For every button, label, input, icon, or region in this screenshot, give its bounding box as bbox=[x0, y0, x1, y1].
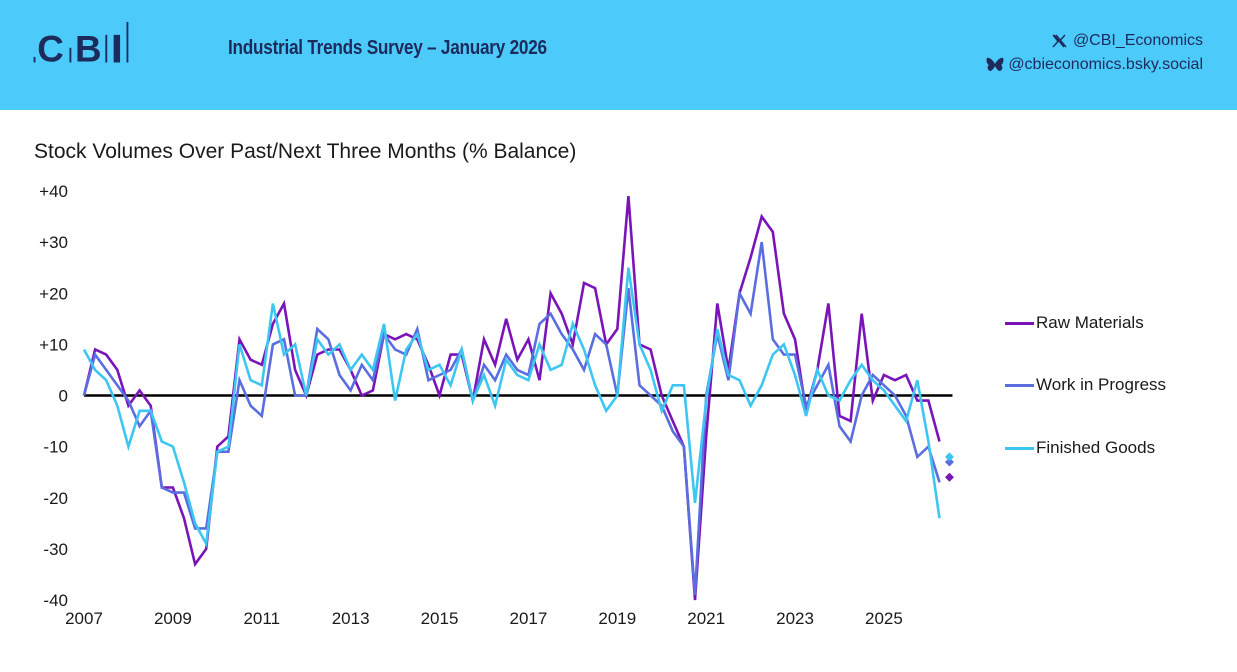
y-tick-label: -30 bbox=[43, 540, 68, 559]
forecast-point-work-in-progress bbox=[944, 457, 954, 467]
series-line-finished-goods bbox=[82, 267, 941, 549]
social-handles: @CBI_Economics @cbieconomics.bsky.social bbox=[986, 29, 1203, 77]
x-handle: @CBI_Economics bbox=[1072, 32, 1203, 49]
legend-swatch-raw-materials bbox=[1005, 321, 1034, 325]
x-axis-ticks: 2007 2009 2011 2013 2015 2017 2019 2021 2023 2025 bbox=[65, 609, 903, 628]
y-tick-label: -10 bbox=[43, 438, 68, 457]
logo-letter-b: B bbox=[75, 29, 102, 68]
series-line-work-in-progress bbox=[82, 241, 941, 595]
x-tick-label: 2017 bbox=[509, 609, 547, 628]
x-tick-label: 2013 bbox=[332, 609, 370, 628]
x-tick-label: 2015 bbox=[421, 609, 459, 628]
x-tick-label: 2021 bbox=[687, 609, 725, 628]
forecast-points bbox=[944, 452, 954, 482]
legend-item-finished-goods: Finished Goods bbox=[1005, 438, 1155, 458]
y-axis-ticks: +40 +30 +20 +10 0 -10 -20 -30 -40 bbox=[39, 182, 68, 610]
x-icon bbox=[1051, 33, 1067, 49]
series-line-raw-materials bbox=[82, 195, 941, 601]
legend-swatch-finished-goods bbox=[1005, 446, 1034, 450]
y-tick-label: +10 bbox=[39, 335, 68, 354]
x-tick-label: 2007 bbox=[65, 609, 103, 628]
x-tick-label: 2019 bbox=[598, 609, 636, 628]
y-tick-label: -20 bbox=[43, 489, 68, 508]
x-tick-label: 2023 bbox=[776, 609, 814, 628]
series-lines bbox=[82, 195, 941, 601]
logo-letter-c: C bbox=[37, 29, 64, 68]
legend-label: Raw Materials bbox=[1036, 313, 1144, 332]
chart-title: Stock Volumes Over Past/Next Three Month… bbox=[34, 140, 577, 163]
bluesky-butterfly-icon bbox=[986, 57, 1004, 73]
y-tick-label: +20 bbox=[39, 284, 68, 303]
report-title: Industrial Trends Survey – January 2026 bbox=[228, 37, 547, 59]
forecast-point-finished-goods bbox=[944, 452, 954, 462]
legend-label: Work in Progress bbox=[1036, 375, 1167, 394]
x-tick-label: 2025 bbox=[865, 609, 903, 628]
y-tick-label: +30 bbox=[39, 233, 68, 252]
x-tick-label: 2009 bbox=[154, 609, 192, 628]
forecast-point-raw-materials bbox=[944, 472, 954, 482]
legend-item-work-in-progress: Work in Progress bbox=[1005, 375, 1166, 395]
social-bluesky[interactable]: @cbieconomics.bsky.social bbox=[986, 53, 1203, 77]
legend-swatch-work-in-progress bbox=[1005, 383, 1034, 387]
header-banner: C B Industrial Trends Survey – January 2… bbox=[0, 0, 1237, 110]
y-tick-label: -40 bbox=[43, 591, 68, 610]
legend-item-raw-materials: Raw Materials bbox=[1005, 313, 1144, 333]
bluesky-handle: @cbieconomics.bsky.social bbox=[1008, 56, 1203, 73]
social-x[interactable]: @CBI_Economics bbox=[986, 29, 1203, 53]
y-tick-label: 0 bbox=[59, 387, 68, 406]
cbi-logo: C B bbox=[33, 22, 129, 68]
y-tick-label: +40 bbox=[39, 182, 68, 201]
legend-label: Finished Goods bbox=[1036, 438, 1156, 457]
x-tick-label: 2011 bbox=[243, 609, 280, 628]
